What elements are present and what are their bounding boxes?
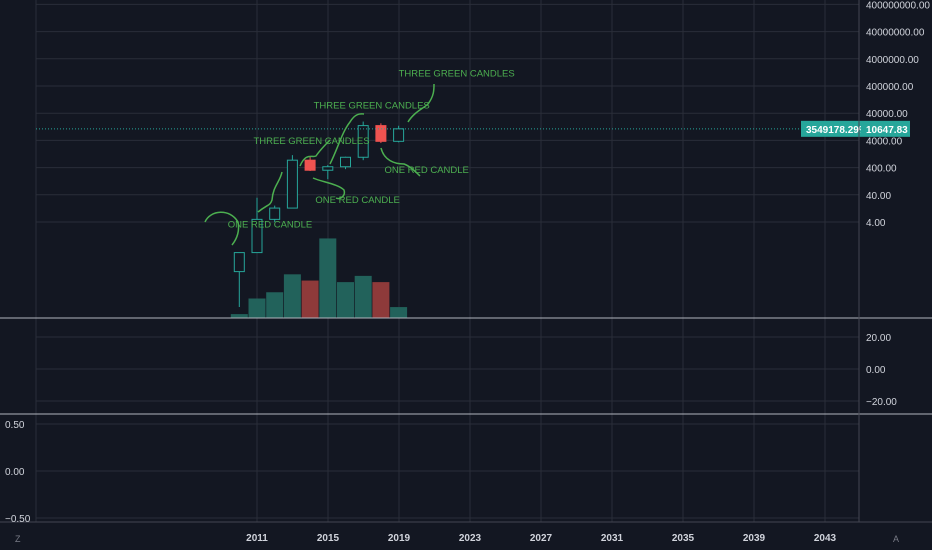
annotation-curve <box>380 147 421 177</box>
volume-bar <box>266 292 284 318</box>
price-axis-tick: 40000.00 <box>866 109 908 120</box>
time-axis-tick: 2027 <box>530 533 553 544</box>
annotation-curve <box>312 177 346 200</box>
candle-up <box>233 252 245 273</box>
volume-bar <box>301 280 319 318</box>
last-price-label: 10647.83 <box>866 125 908 136</box>
volume-bar <box>283 274 301 318</box>
candle-up <box>286 159 298 209</box>
volume-bar <box>248 298 266 318</box>
time-axis-tick: 2035 <box>672 533 695 544</box>
price-axis-tick: 4000.00 <box>866 136 903 147</box>
annotation-curve <box>299 139 331 167</box>
pct-change-badge <box>801 120 861 137</box>
annotation-curve <box>329 113 365 165</box>
annotation-curve <box>407 83 435 123</box>
annotation-label: ONE RED CANDLE <box>228 220 312 231</box>
volume-bars <box>230 238 408 318</box>
indicator-axis-tick: 20.00 <box>866 333 891 344</box>
indicator-axis-tick: −20.00 <box>866 397 897 408</box>
indicator-axis-tick: 0.00 <box>866 365 886 376</box>
annotation-label: THREE GREEN CANDLES <box>399 68 515 79</box>
annotation-layer: ONE RED CANDLE THREE GREEN CANDLES ONE RED… <box>204 68 515 246</box>
timezone-label: Z <box>15 534 21 544</box>
price-axis-tick: 4.00 <box>866 218 886 229</box>
volume-bar <box>390 307 408 318</box>
time-axis-tick: 2031 <box>601 533 624 544</box>
chart-grid <box>35 0 859 522</box>
annotation-label: THREE GREEN CANDLES <box>253 136 369 147</box>
annotation-label: ONE RED CANDLE <box>315 195 399 206</box>
volume-bar <box>337 282 354 318</box>
last-price-line: 3549178.29%10647.83 <box>36 120 910 137</box>
time-axis-tick: 2019 <box>388 533 411 544</box>
volume-bar <box>230 314 248 318</box>
price-axis-tick: 40.00 <box>866 191 891 202</box>
candle-up <box>393 128 405 142</box>
candlestick-series <box>233 121 405 307</box>
time-axis-tick: 2023 <box>459 533 482 544</box>
pane-separators[interactable] <box>0 0 932 523</box>
price-axis-tick: 400.00 <box>866 164 897 175</box>
candle-up <box>251 218 263 254</box>
annotation-label: ONE RED CANDLE <box>384 165 468 176</box>
candle-up <box>269 207 281 220</box>
time-axis-tick: 2039 <box>743 533 766 544</box>
volume-bar <box>354 275 372 318</box>
price-axis-tick: 4000000.00 <box>866 55 919 66</box>
candle-down <box>304 159 316 171</box>
price-axis-tick: 400000000.00 <box>866 0 930 11</box>
time-axis-tick: 2043 <box>814 533 837 544</box>
time-axis-tick: 2015 <box>317 533 340 544</box>
axes: 400000000.00 40000000.00 4000000.00 400000.… <box>5 0 930 544</box>
candle-up <box>340 156 351 168</box>
annotation-label: THREE GREEN CANDLES <box>314 100 430 111</box>
price-axis-tick: 400000.00 <box>866 82 914 93</box>
candle-up <box>357 125 369 158</box>
candle-up <box>322 166 334 171</box>
last-price-badge <box>861 120 910 137</box>
annotation-curve <box>204 211 240 246</box>
price-axis-tick: 40000000.00 <box>866 28 925 39</box>
indicator-axis-tick: 0.50 <box>5 420 25 431</box>
pct-change-label: 3549178.29% <box>806 125 868 136</box>
volume-bar <box>319 238 337 318</box>
indicator-axis-tick: −0.50 <box>5 514 31 525</box>
candle-down <box>375 125 387 142</box>
auto-scale-label: A <box>893 534 899 544</box>
annotation-curve <box>257 171 283 213</box>
time-axis-tick: 2011 <box>246 533 268 544</box>
volume-bar <box>372 282 390 318</box>
indicator-axis-tick: 0.00 <box>5 467 25 478</box>
